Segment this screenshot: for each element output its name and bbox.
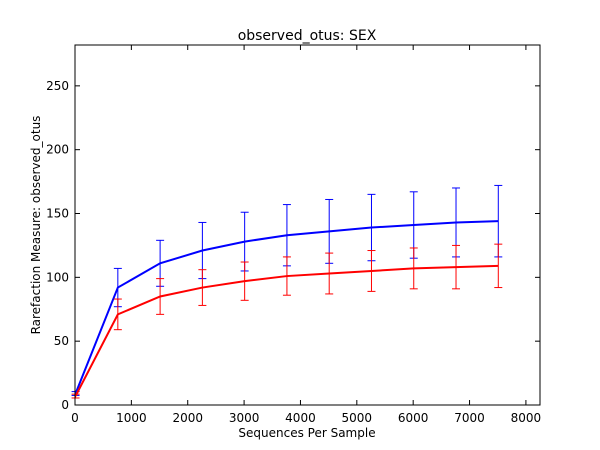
y-tick-label: 0 — [61, 398, 69, 412]
series-line — [74, 220, 499, 394]
x-axis-ticks: 0 1000 2000 3000 4000 5000 6000 7000 8000 — [71, 45, 541, 425]
series-1 — [71, 243, 503, 399]
x-tick-label: 2000 — [172, 411, 203, 425]
y-tick-label: 150 — [46, 207, 69, 221]
x-tick-label: 5000 — [342, 411, 373, 425]
x-tick-label: 3000 — [229, 411, 260, 425]
x-axis-title: Sequences Per Sample — [238, 426, 375, 440]
y-axis-ticks: 0 50 100 150 200 250 — [46, 79, 540, 412]
x-tick-label: 0 — [71, 411, 79, 425]
plot-marks — [71, 184, 503, 399]
y-tick-label: 50 — [54, 334, 69, 348]
x-tick-label: 1000 — [116, 411, 147, 425]
x-tick-label: 7000 — [454, 411, 485, 425]
x-tick-label: 4000 — [285, 411, 316, 425]
plot-frame — [74, 44, 541, 406]
y-tick-label: 100 — [46, 270, 69, 284]
y-tick-label: 250 — [46, 79, 69, 93]
x-tick-label: 8000 — [511, 411, 542, 425]
axes-frame — [74, 44, 541, 406]
series-line — [74, 264, 499, 397]
x-tick-label: 6000 — [398, 411, 429, 425]
y-axis-title: Rarefaction Measure: observed_otus — [29, 116, 43, 335]
y-tick-label: 200 — [46, 143, 69, 157]
error-bar — [494, 243, 503, 289]
chart-title: observed_otus: SEX — [238, 28, 377, 44]
